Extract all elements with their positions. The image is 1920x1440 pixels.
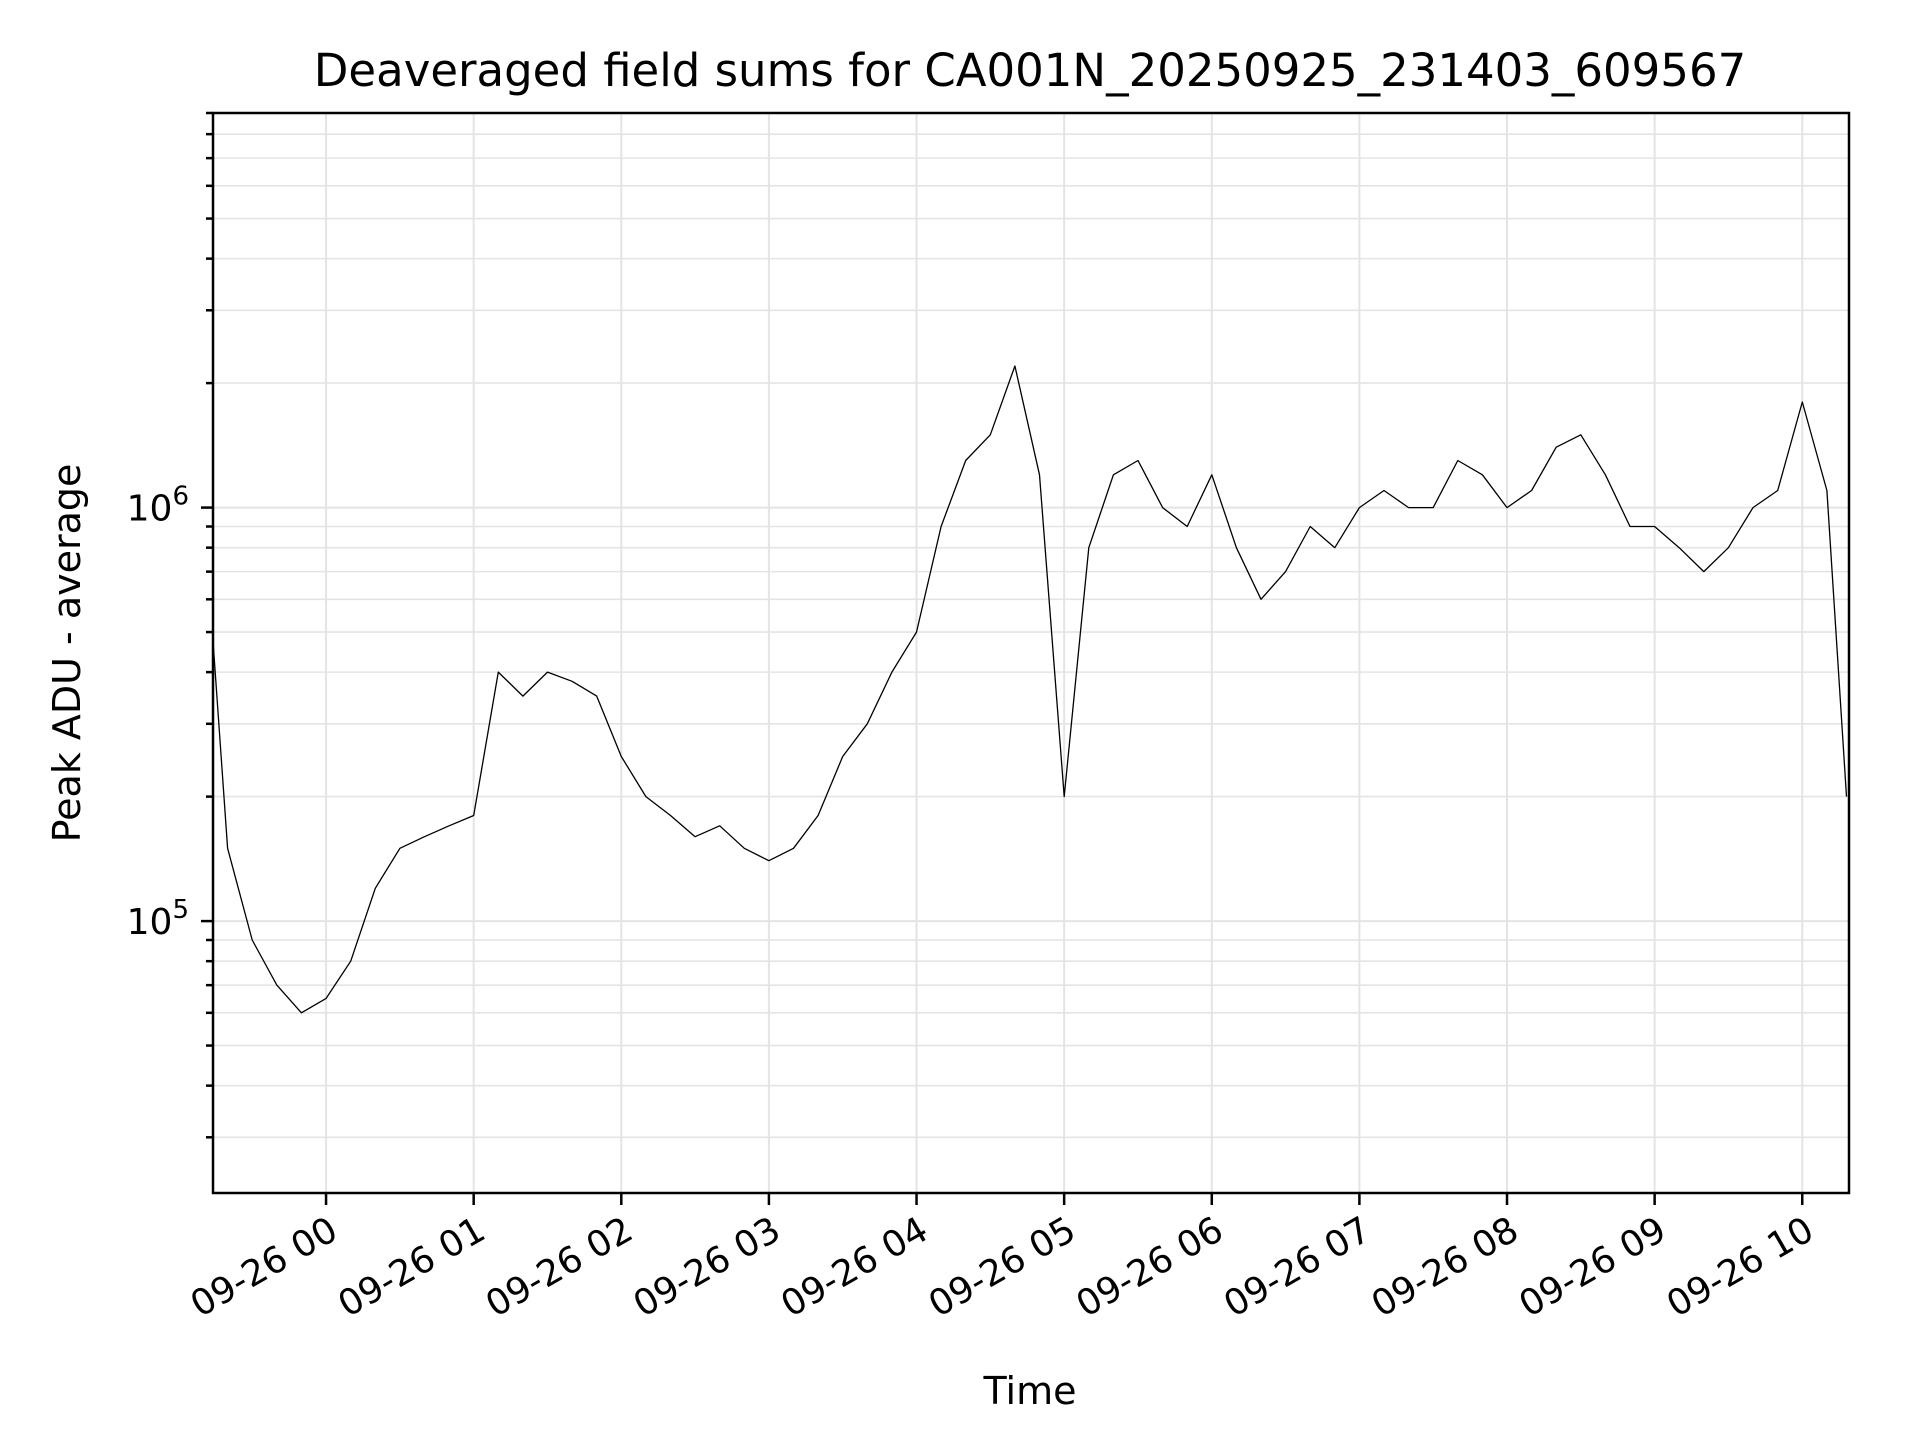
x-axis-label: Time xyxy=(983,1369,1077,1413)
y-tick-label: 105 xyxy=(127,895,189,943)
y-axis: 105 106 xyxy=(127,111,213,1139)
chart-title: Deaveraged field sums for CA001N_2025092… xyxy=(314,44,1746,97)
plot-frame xyxy=(211,111,1851,1195)
y-tick-label: 106 xyxy=(127,482,189,530)
y-axis-label: Peak ADU - average xyxy=(45,464,89,843)
series-layer xyxy=(212,365,1848,1014)
series-line xyxy=(212,365,1848,1014)
